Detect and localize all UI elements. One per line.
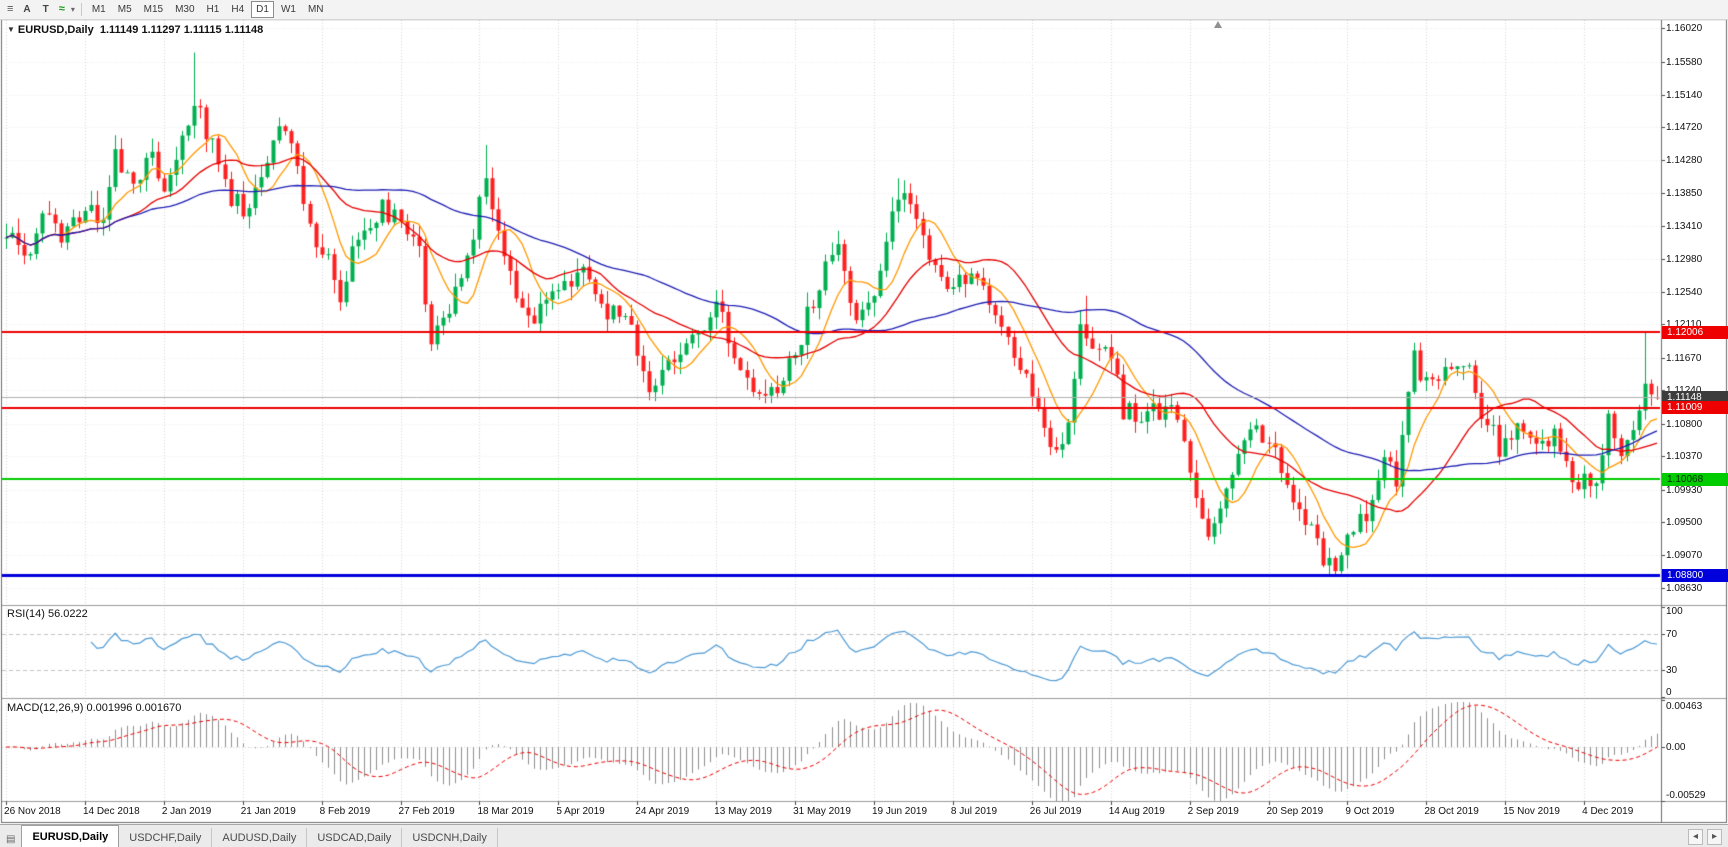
timeframe-button-h4[interactable]: H4 [231,4,245,15]
date-axis-label: 9 Oct 2019 [1345,806,1395,817]
price-axis-label: 1.09500 [1666,517,1703,529]
date-axis-label: 2 Jan 2019 [161,806,212,817]
macd-main-value: 0.001996 [86,702,133,714]
price-axis-label: 1.09070 [1666,549,1703,561]
ohlc-low: 1.11115 [183,24,222,36]
date-axis-label: 14 Dec 2018 [82,806,140,817]
price-axis-label: 1.09930 [1666,484,1703,496]
chart-symbol-label: EURUSD,Daily [17,24,94,36]
price-axis-label: 1.16020 [1666,23,1703,35]
date-axis-label: 27 Feb 2019 [398,806,455,817]
date-axis-label: 13 May 2019 [714,806,772,817]
date-axis-label: 21 Jan 2019 [240,806,296,817]
date-axis-label: 26 Nov 2018 [4,806,61,817]
tab-audusd[interactable]: AUDUSD,Daily [212,828,308,847]
collapse-arrow-icon: ▼ [7,25,15,34]
rsi-axis-label: 30 [1666,665,1678,676]
tabbar: ▤ EURUSD,Daily USDCHF,Daily AUDUSD,Daily US… [0,824,1728,847]
ohlc-open: 1.11149 [99,24,139,36]
date-axis-label: 18 Mar 2019 [477,806,534,817]
date-axis-label: 24 Apr 2019 [635,806,690,817]
price-axis-label: 1.14720 [1666,121,1703,133]
timeframe-button-m5[interactable]: M5 [117,4,132,15]
price-axis-label: 1.10370 [1666,451,1703,463]
toolbar-separator [80,3,82,16]
macd-signal-value: 0.001670 [135,702,182,714]
rsi-axis-label: 70 [1666,629,1678,640]
timeframe-button-d1[interactable]: D1 [251,1,274,18]
date-axis-label: 2 Sep 2019 [1187,806,1239,817]
tab-scroll: ◂ ▸ [1687,825,1728,847]
date-axis-label: 31 May 2019 [793,806,851,817]
chart-shift-marker [1214,21,1222,28]
tab-usdcnh[interactable]: USDCNH,Daily [402,828,498,847]
price-axis-label: 1.15580 [1666,56,1703,68]
timeframe-button-m15[interactable]: M15 [143,4,164,15]
tab-eurusd[interactable]: EURUSD,Daily [21,825,120,847]
price-axis-label: 1.12980 [1666,253,1703,265]
support-line-green-tag: 1.10068 [1662,472,1728,486]
price-axis-label: 1.15140 [1666,89,1703,101]
rsi-label: RSI(14) 56.0222 [7,608,88,620]
tab-strip-icon[interactable]: ▤ [6,834,16,845]
date-axis-label: 19 Jun 2019 [871,806,928,817]
date-axis-label: 8 Feb 2019 [319,806,371,817]
price-axis-label: 1.11670 [1666,352,1702,364]
tab-scroll-left[interactable]: ◂ [1687,828,1703,845]
date-axis-label: 5 Apr 2019 [556,806,605,817]
date-axis-label: 20 Sep 2019 [1266,806,1324,817]
macd-axis-label: 0.00463 [1666,701,1703,712]
price-axis-label: 1.13850 [1666,187,1703,199]
price-axis-label: 1.12540 [1666,286,1703,298]
date-axis-label: 8 Jul 2019 [950,806,998,817]
tab-usdcad[interactable]: USDCAD,Daily [307,828,403,847]
letter-a-button[interactable]: A [23,4,31,15]
tab-scroll-right[interactable]: ▸ [1706,828,1722,845]
macd-name: MACD(12,26,9) [7,702,84,714]
date-axis-label: 14 Aug 2019 [1108,806,1165,817]
timeframe-button-h1[interactable]: H1 [206,4,220,15]
macd-label: MACD(12,26,9) 0.001996 0.001670 [7,702,181,714]
ohlc-readout: ▼ EURUSD,Daily 1.11149 1.11297 1.11115 1.… [7,24,263,36]
ohlc-close: 1.11148 [224,24,264,36]
price-axis-label: 1.14280 [1666,155,1703,167]
tab-usdchf[interactable]: USDCHF,Daily [119,828,213,847]
letter-t-button[interactable]: T [42,4,49,15]
macd-axis-label: 0.00 [1666,742,1686,754]
support-line-tag: 1.11009 [1662,401,1728,415]
support-line-blue-tag: 1.08800 [1662,568,1728,582]
indicator-line-icon[interactable]: ≈ [58,3,65,15]
macd-axis-label: -0.00529 [1666,790,1706,801]
rsi-axis-label: 100 [1666,606,1683,617]
date-axis-label: 4 Dec 2019 [1582,806,1634,817]
rsi-axis-label: 0 [1666,687,1672,698]
symbol-tabs: EURUSD,Daily USDCHF,Daily AUDUSD,Daily USDC… [21,825,498,847]
current-price-tag: 1.11148 [1662,390,1728,404]
price-axis-label: 1.12110 [1666,319,1701,330]
timeframe-button-w1[interactable]: W1 [280,4,296,15]
date-axis-label: 28 Oct 2019 [1424,806,1479,817]
toolbar-timeframes: M1 M5 M15 M30 H1 H4 D1 W1 MN [86,1,330,18]
timeframe-button-mn[interactable]: MN [307,4,324,15]
rsi-value: 56.0222 [47,608,88,620]
menu-icon[interactable]: ≡ [7,3,14,15]
date-axis-label: 15 Nov 2019 [1503,806,1560,817]
toolbar: ≡ A T ≈ ▾ M1 M5 M15 M30 H1 H4 D1 W1 MN [0,0,1728,20]
price-axis-label: 1.08630 [1666,583,1703,595]
timeframe-button-m30[interactable]: M30 [175,4,195,15]
price-axis-label: 1.10800 [1666,418,1703,430]
date-axis-label: 26 Jul 2019 [1029,806,1082,817]
rsi-name: RSI(14) [7,608,45,620]
timeframe-button-m1[interactable]: M1 [91,4,106,15]
price-axis-label: 1.13410 [1666,221,1703,233]
dropdown-arrow-icon[interactable]: ▾ [70,5,75,14]
resistance-line-tag: 1.12006 [1662,325,1728,339]
ohlc-high: 1.11297 [141,24,181,36]
